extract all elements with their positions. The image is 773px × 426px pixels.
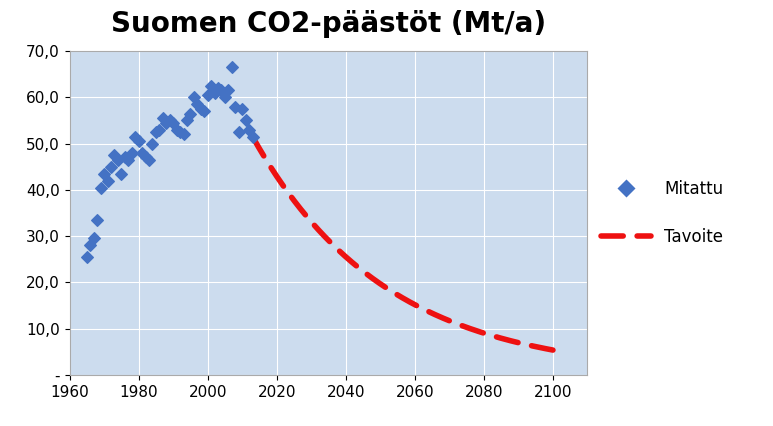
Mitattu <box>115 170 128 177</box>
Mitattu <box>139 154 152 161</box>
Mitattu <box>219 94 231 101</box>
Mitattu <box>226 64 238 71</box>
Mitattu <box>164 117 176 124</box>
Mitattu <box>205 82 217 89</box>
Mitattu <box>184 110 196 117</box>
Mitattu <box>129 133 141 140</box>
Mitattu <box>101 177 114 184</box>
Tavoite <box>284 191 293 196</box>
Mitattu <box>202 92 214 98</box>
Mitattu <box>118 154 131 161</box>
Mitattu <box>167 119 179 126</box>
Mitattu <box>136 150 148 156</box>
Mitattu <box>157 115 169 121</box>
Legend: Mitattu, Tavoite: Mitattu, Tavoite <box>601 180 724 246</box>
Tavoite <box>466 326 475 331</box>
Mitattu <box>174 129 186 135</box>
Line: Tavoite: Tavoite <box>253 137 553 350</box>
Mitattu <box>191 101 203 108</box>
Mitattu <box>153 127 165 133</box>
Mitattu <box>98 170 111 177</box>
Mitattu <box>87 235 100 242</box>
Mitattu <box>209 89 221 96</box>
Tavoite <box>548 348 557 353</box>
Mitattu <box>122 156 135 163</box>
Mitattu <box>84 242 97 249</box>
Mitattu <box>170 127 182 133</box>
Mitattu <box>177 131 189 138</box>
Tavoite <box>465 326 474 331</box>
Mitattu <box>80 253 93 260</box>
Tavoite <box>367 275 376 280</box>
Mitattu <box>233 129 245 135</box>
Mitattu <box>188 94 200 101</box>
Mitattu <box>229 103 241 110</box>
Mitattu <box>181 117 193 124</box>
Mitattu <box>247 133 259 140</box>
Mitattu <box>146 140 158 147</box>
Mitattu <box>125 150 138 156</box>
Tavoite <box>248 134 257 139</box>
Mitattu <box>94 184 107 191</box>
Mitattu <box>240 117 252 124</box>
Title: Suomen CO2-päästöt (Mt/a): Suomen CO2-päästöt (Mt/a) <box>111 10 546 37</box>
Mitattu <box>112 156 124 163</box>
Mitattu <box>143 156 155 163</box>
Mitattu <box>108 152 121 158</box>
Mitattu <box>222 87 234 94</box>
Mitattu <box>160 119 172 126</box>
Mitattu <box>105 163 117 170</box>
Mitattu <box>91 216 104 223</box>
Mitattu <box>198 108 210 115</box>
Mitattu <box>236 106 248 112</box>
Mitattu <box>132 138 145 145</box>
Mitattu <box>150 129 162 135</box>
Tavoite <box>437 315 446 320</box>
Mitattu <box>195 106 207 112</box>
Mitattu <box>212 85 224 92</box>
Mitattu <box>216 87 228 94</box>
Mitattu <box>243 127 255 133</box>
Tavoite <box>346 258 355 263</box>
